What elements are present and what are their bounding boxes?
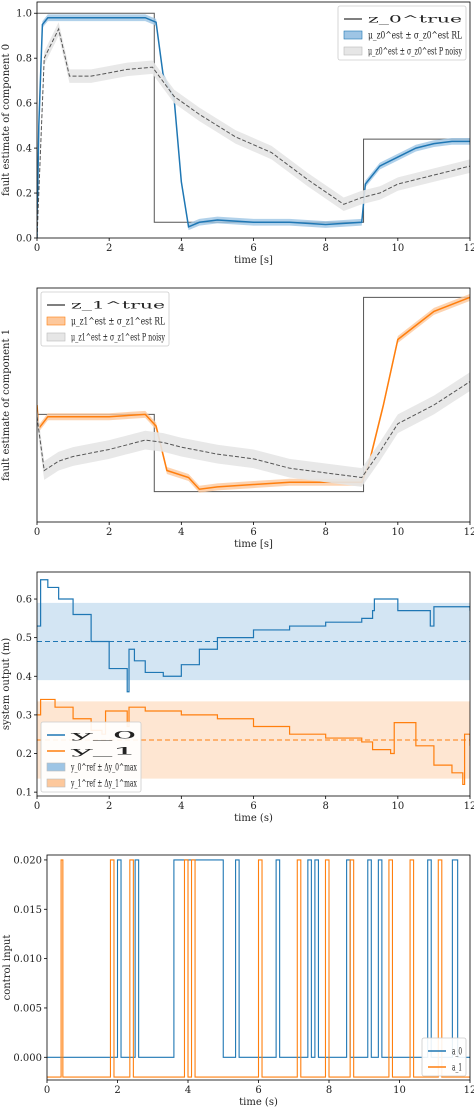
y-tick-label: 0.005: [13, 1003, 42, 1014]
legend-swatch-3: [46, 778, 66, 788]
legend: a_0a_1: [421, 1037, 467, 1077]
y-tick-label: 0.3: [16, 710, 32, 721]
legend-label-2: μ_z0^est ± σ_z0^est P noisy: [368, 47, 462, 58]
x-tick-label: 4: [185, 1085, 191, 1096]
y-tick-label: 0.5: [16, 633, 32, 644]
y-tick-label: 0.010: [13, 954, 42, 965]
plot-area: [37, 12, 470, 238]
x-tick-label: 0: [34, 243, 40, 254]
series-line-1: [37, 296, 470, 491]
x-tick-label: 8: [322, 527, 328, 538]
y-tick-label: 0.2: [16, 749, 32, 760]
y-tick-label: 0.4: [16, 144, 32, 155]
x-axis-label: time (s): [234, 813, 273, 824]
x-tick-label: 2: [106, 243, 112, 254]
legend-swatch-2: [343, 46, 363, 56]
legend-label-1: a_1: [452, 1063, 462, 1074]
series-line-0: [47, 859, 470, 1058]
legend-label-0: y_0: [67, 731, 137, 742]
x-tick-label: 12: [464, 527, 474, 538]
x-tick-label: 2: [106, 801, 112, 812]
y-tick-label: 0.4: [16, 672, 32, 683]
legend-label-0: z_0^true: [368, 15, 462, 26]
series-band-1: [37, 293, 470, 493]
x-tick-label: 6: [250, 527, 256, 538]
y-tick-label: 0.8: [16, 54, 32, 65]
legend-label-3: y_1^ref ± Δy_1^max: [70, 779, 137, 790]
plot-area: [37, 293, 470, 493]
x-tick-label: 4: [178, 801, 184, 812]
series-line-1: [47, 859, 470, 1078]
x-tick-label: 12: [464, 1085, 474, 1096]
x-tick-label: 0: [44, 1085, 50, 1096]
x-tick-label: 8: [326, 1085, 332, 1096]
x-tick-label: 2: [106, 527, 112, 538]
y-axis-label: fault estimate of component 0: [1, 44, 12, 196]
x-tick-label: 12: [464, 801, 474, 812]
x-tick-label: 10: [391, 243, 404, 254]
y-tick-label: 0.2: [16, 189, 32, 200]
series-band-2: [37, 372, 470, 487]
legend-box: [40, 721, 142, 793]
chart-panel-2: 0 2 4 6 8 10 12 0.1 0.2 0.3 0.4 0.5 0.6 time (s) syste…: [1, 571, 474, 824]
y-tick-label: 0.1: [16, 788, 32, 799]
x-axis-label: time [s]: [234, 255, 273, 266]
y-axis-label: fault estimate of component 1: [1, 329, 12, 481]
legend-label-0: z_1^true: [71, 301, 165, 312]
x-tick-label: 4: [178, 527, 184, 538]
x-tick-label: 8: [322, 243, 328, 254]
legend-label-2: μ_z1^est ± σ_z1^est P noisy: [71, 333, 165, 344]
legend-box: [40, 291, 170, 347]
series-line-2: [37, 381, 470, 479]
legend: z_1^true μ_z1^est ± σ_z1^est RL μ_z1^est ±…: [40, 291, 170, 347]
y-tick-label: 0.015: [13, 905, 42, 916]
y-tick-label: 0.6: [16, 99, 32, 110]
chart-panel-3: 0 2 4 6 8 10 12 0.000 0.005 0.010 0.015 0.020 time (…: [2, 854, 474, 1108]
x-tick-label: 10: [391, 527, 404, 538]
y-axis-label: system output (m): [1, 638, 12, 730]
x-tick-label: 0: [34, 801, 40, 812]
series-line-2: [37, 27, 470, 238]
x-tick-label: 6: [250, 801, 256, 812]
legend-label-1: μ_z1^est ± σ_z1^est RL: [71, 317, 165, 328]
legend-box: [337, 5, 467, 61]
x-axis-label: time (s): [239, 1097, 278, 1108]
x-tick-label: 10: [393, 1085, 406, 1096]
x-tick-label: 10: [391, 801, 404, 812]
plot-area: [37, 579, 470, 786]
series-line-1: [37, 16, 470, 238]
x-tick-label: 8: [322, 801, 328, 812]
x-tick-label: 2: [114, 1085, 120, 1096]
legend-label-0: a_0: [452, 1047, 462, 1058]
legend-label-1: y_1: [67, 747, 137, 758]
plot-area: [47, 859, 470, 1078]
legend-swatch-2: [46, 332, 66, 342]
chart-panel-1: 0 2 4 6 8 10 12 time [s] fault estimate of compo…: [1, 287, 474, 550]
x-tick-label: 6: [255, 1085, 261, 1096]
legend-label-2: y_0^ref ± Δy_0^max: [70, 763, 137, 774]
legend: y_0 y_1 y_0^ref ± Δy_0^max y_1^ref ± Δy_1^m…: [40, 721, 142, 793]
chart-panel-0: 0 2 4 6 8 10 12 0.0 0.2 0.4 0.6 0.8 1.0 time [s] fault…: [1, 1, 474, 266]
x-tick-label: 0: [34, 527, 40, 538]
legend-swatch-1: [343, 30, 363, 40]
y-tick-label: 0.000: [13, 1053, 42, 1064]
legend-label-1: μ_z0^est ± σ_z0^est RL: [368, 31, 462, 42]
x-axis-label: time [s]: [234, 539, 273, 550]
y-tick-label: 0.6: [16, 595, 32, 606]
y-tick-label: 0.020: [13, 855, 42, 866]
x-tick-label: 6: [250, 243, 256, 254]
legend-swatch-1: [46, 316, 66, 326]
x-tick-label: 4: [178, 243, 184, 254]
x-tick-label: 12: [464, 243, 474, 254]
legend-swatch-2: [46, 762, 66, 772]
y-tick-label: 1.0: [16, 9, 32, 20]
y-axis-label: control input: [2, 935, 13, 1001]
legend: z_0^true μ_z0^est ± σ_z0^est RL μ_z0^est ±…: [337, 5, 467, 61]
series-line-0: [37, 579, 470, 693]
y-tick-label: 0.0: [16, 234, 32, 245]
